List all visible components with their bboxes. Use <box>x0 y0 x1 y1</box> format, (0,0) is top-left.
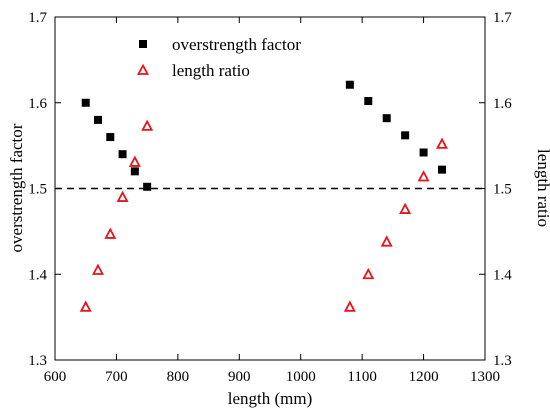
y-tick-label-left: 1.7 <box>28 10 47 26</box>
legend-marker-overstrength-factor <box>139 40 147 48</box>
point-overstrength-factor <box>345 80 354 89</box>
point-overstrength-factor <box>106 133 115 142</box>
point-length-ratio <box>417 170 430 182</box>
x-tick-label: 1000 <box>286 369 316 385</box>
y-tick-label-right: 1.4 <box>493 267 512 283</box>
point-length-ratio <box>128 155 141 167</box>
x-tick-label: 700 <box>105 369 128 385</box>
point-length-ratio <box>380 235 393 247</box>
point-overstrength-factor <box>364 97 373 106</box>
point-overstrength-factor <box>438 165 446 174</box>
y-tick-label-left: 1.3 <box>28 353 47 369</box>
y-tick-label-left: 1.4 <box>28 267 47 283</box>
point-overstrength-factor <box>94 115 102 124</box>
y-axis-title-right: length ratio <box>534 149 550 227</box>
point-length-ratio <box>141 119 154 131</box>
legend-marker-length-ratio <box>137 63 149 75</box>
point-overstrength-factor <box>401 131 410 140</box>
point-length-ratio <box>79 300 92 312</box>
y-tick-label-right: 1.3 <box>493 353 512 369</box>
x-tick-label: 1200 <box>409 369 439 385</box>
y-tick-label-right: 1.7 <box>493 10 512 26</box>
x-axis-title: length (mm) <box>228 389 313 408</box>
point-overstrength-factor <box>130 167 139 176</box>
point-overstrength-factor <box>419 148 428 157</box>
point-length-ratio <box>399 202 412 214</box>
point-length-ratio <box>362 267 375 280</box>
y-tick-label-right: 1.6 <box>493 96 512 112</box>
y-axis-title-left: overstrength factor <box>7 123 26 252</box>
x-tick-label: 1100 <box>347 369 376 385</box>
x-tick-label: 900 <box>228 369 251 385</box>
point-overstrength-factor <box>81 98 90 107</box>
point-length-ratio <box>92 263 104 275</box>
x-tick-label: 800 <box>167 369 190 385</box>
point-overstrength-factor <box>143 182 152 191</box>
point-length-ratio <box>343 300 356 312</box>
point-length-ratio <box>116 190 129 202</box>
y-tick-label-left: 1.5 <box>28 182 47 198</box>
x-tick-label: 600 <box>44 369 67 385</box>
y-tick-label-right: 1.5 <box>493 182 512 198</box>
point-length-ratio <box>104 227 117 239</box>
legend-label-length-ratio: length ratio <box>172 61 250 80</box>
x-tick-label: 1300 <box>470 369 500 385</box>
legend-label-overstrength-factor: overstrength factor <box>172 35 301 54</box>
y-tick-label-left: 1.6 <box>28 96 47 112</box>
point-length-ratio <box>436 137 448 149</box>
point-overstrength-factor <box>118 150 127 159</box>
point-overstrength-factor <box>382 114 391 123</box>
data-marks <box>79 80 448 312</box>
legend: overstrength factor length ratio <box>137 35 301 80</box>
axis-ticks: 600 700 800 900 1000 1100 1200 13001.31.41.51.6… <box>28 10 512 385</box>
